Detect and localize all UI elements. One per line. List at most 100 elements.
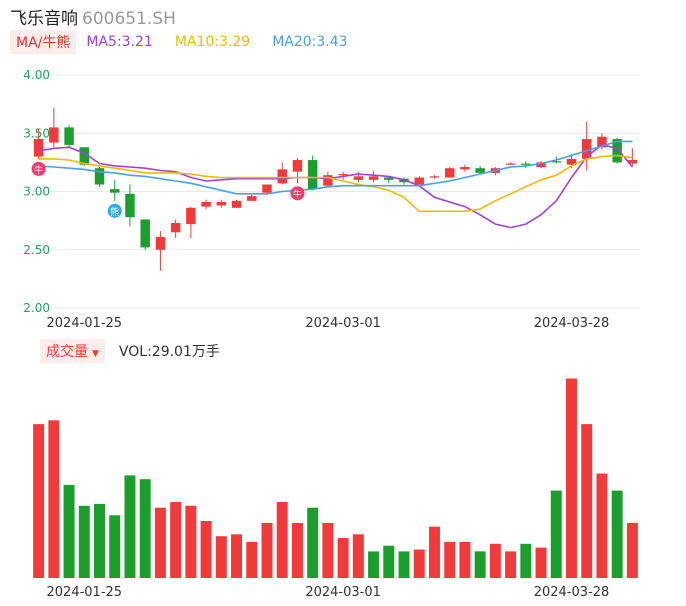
volume-bar — [109, 515, 121, 578]
volume-bar — [154, 507, 166, 578]
candle-body — [201, 201, 211, 207]
candle-body — [94, 168, 105, 185]
candle-body — [247, 196, 257, 201]
volume-selector-label: 成交量 — [46, 344, 88, 360]
volume-bar — [550, 490, 562, 578]
stock-header: 飞乐音响 600651.SH — [10, 4, 176, 29]
candle-body — [307, 160, 318, 190]
volume-bar — [413, 549, 425, 578]
ma10-label: MA10:3.29 — [174, 34, 251, 50]
ma5-label: MA5:3.21 — [86, 34, 153, 50]
volume-bar — [368, 551, 380, 578]
candle-body — [384, 177, 394, 180]
date-tick-label: 2024-03-01 — [305, 316, 381, 331]
indicator-row: MA/牛熊 MA5:3.21 MA10:3.29 MA20:3.43 — [10, 30, 370, 54]
volume-bar — [246, 541, 258, 578]
volume-bar — [505, 551, 517, 578]
stock-name: 飞乐音响 — [10, 9, 78, 29]
volume-bar — [94, 503, 105, 578]
candle-body — [323, 175, 333, 186]
candle-body — [125, 193, 135, 218]
candle-body — [475, 168, 485, 173]
caret-down-icon: ▼ — [92, 349, 99, 359]
volume-bar — [276, 502, 288, 578]
volume-bar — [474, 551, 486, 578]
volume-bar — [596, 473, 608, 578]
candle-body — [170, 222, 181, 233]
volume-bar — [63, 484, 75, 578]
candle-body — [521, 163, 531, 165]
candle-body — [581, 139, 592, 159]
price-tick-label: 3.00 — [23, 185, 50, 199]
volume-bar — [170, 502, 182, 578]
signal-marker-icon — [31, 161, 46, 176]
candle-body — [292, 160, 303, 172]
candle-body — [33, 139, 44, 157]
candle-body — [536, 162, 546, 168]
volume-bar — [215, 536, 227, 578]
candle-body — [262, 184, 272, 193]
volume-bar — [459, 541, 471, 578]
price-tick-label: 2.50 — [23, 243, 50, 257]
volume-bar — [322, 522, 334, 578]
signal-marker-label: 牛 — [34, 164, 43, 176]
volume-bar — [78, 505, 90, 578]
candle-body — [566, 158, 577, 165]
candle-body — [338, 174, 348, 176]
stock-code: 600651.SH — [82, 9, 176, 29]
volume-bar — [185, 505, 197, 578]
volume-bar — [231, 534, 243, 578]
volume-date-tick-label: 2024-03-01 — [305, 585, 381, 600]
volume-bar — [124, 475, 136, 578]
volume-bar — [307, 507, 319, 578]
volume-bar — [33, 424, 45, 578]
candle-body — [551, 161, 561, 163]
volume-bar — [48, 420, 60, 578]
ma-line-ma20 — [38, 140, 633, 195]
volume-bar — [611, 490, 623, 578]
candle-body — [460, 167, 470, 170]
candle-body — [277, 169, 287, 184]
date-tick-label: 2024-01-25 — [47, 316, 123, 331]
candle-body — [110, 189, 120, 193]
volume-date-tick-label: 2024-03-28 — [534, 585, 610, 600]
volume-bar — [261, 522, 273, 578]
candle-body — [79, 147, 90, 165]
volume-value: VOL:29.01万手 — [118, 344, 220, 360]
volume-bar — [535, 547, 547, 578]
candle-body — [186, 207, 196, 225]
ma20-label: MA20:3.43 — [272, 34, 348, 50]
signal-marker-label: 熊 — [110, 206, 119, 218]
volume-bar — [581, 424, 593, 578]
candle-body — [49, 127, 59, 143]
candle-body — [353, 176, 364, 180]
volume-bar — [626, 522, 638, 578]
volume-bar — [352, 534, 364, 578]
candle-body — [414, 177, 424, 185]
volume-bar — [398, 551, 410, 578]
candle-body — [216, 201, 227, 206]
signal-marker-icon — [107, 203, 122, 218]
price-tick-label: 4.00 — [23, 68, 50, 82]
indicator-selector[interactable]: MA/牛熊 — [10, 30, 77, 54]
date-tick-label: 2024-03-28 — [534, 316, 610, 331]
volume-bar — [566, 378, 577, 578]
candle-body — [155, 236, 166, 250]
candle-body — [444, 168, 455, 178]
signal-marker-icon — [290, 186, 305, 201]
volume-bar — [139, 479, 151, 578]
price-tick-label: 3.50 — [23, 126, 50, 140]
volume-bar — [200, 521, 212, 578]
candle-body — [140, 219, 150, 248]
volume-bar — [520, 543, 532, 578]
signal-marker-label: 牛 — [293, 188, 302, 200]
volume-bar — [444, 541, 456, 578]
volume-selector[interactable]: 成交量 ▼ — [40, 339, 105, 363]
candle-body — [429, 176, 440, 178]
volume-indicator-row: 成交量 ▼ VOL:29.01万手 — [40, 339, 220, 363]
volume-date-tick-label: 2024-01-25 — [47, 585, 123, 600]
candle-body — [64, 127, 74, 145]
candle-body — [505, 163, 516, 165]
candle-body — [231, 200, 242, 208]
